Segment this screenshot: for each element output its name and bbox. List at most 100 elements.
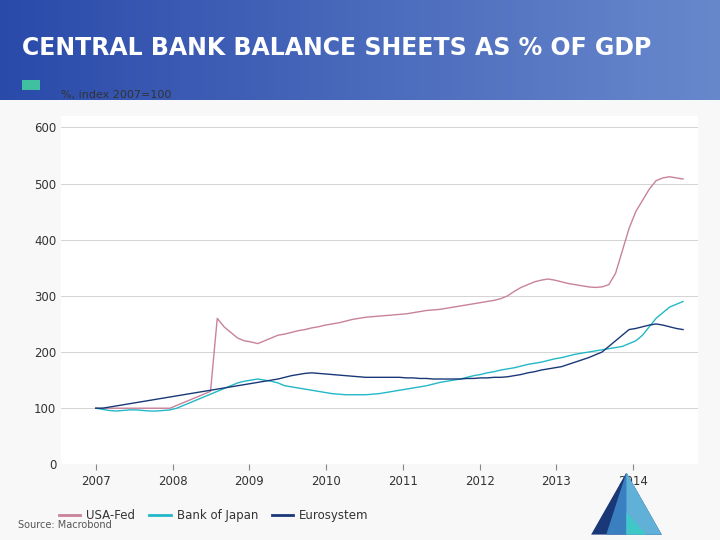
Bar [396, 0, 404, 100]
Bar [374, 0, 382, 100]
Bar [641, 0, 649, 100]
Bar [22, 80, 40, 90]
Bar [504, 0, 512, 100]
USA-Fed [382, 312, 390, 319]
Bar [266, 0, 274, 100]
Bar [108, 0, 116, 100]
Bar [79, 0, 87, 100]
Bar [382, 0, 390, 100]
Bar [562, 0, 570, 100]
Bank of Japan [105, 407, 114, 414]
Bar [281, 0, 289, 100]
USA-Fed [638, 197, 647, 204]
Bank of Japan [112, 408, 120, 414]
Bar [569, 0, 577, 100]
Bar [331, 0, 339, 100]
Bar [65, 0, 73, 100]
USA-Fed [679, 176, 688, 183]
USA-Fed [253, 340, 262, 347]
Bar [533, 0, 541, 100]
Bar [72, 0, 80, 100]
Bar [202, 0, 210, 100]
Bar [662, 0, 670, 100]
Bar [0, 0, 8, 100]
Bank of Japan [443, 378, 451, 384]
Bar [14, 0, 22, 100]
Bar [58, 0, 66, 100]
Eurosystem [91, 405, 100, 411]
Eurosystem [679, 326, 688, 333]
Bar [101, 0, 109, 100]
Bar [50, 0, 58, 100]
Bar [526, 0, 534, 100]
Polygon shape [626, 513, 647, 535]
Bar [166, 0, 174, 100]
Bar [684, 0, 692, 100]
Bar [598, 0, 606, 100]
Bar [194, 0, 202, 100]
Bar [490, 0, 498, 100]
Bar [403, 0, 411, 100]
Bank of Japan [645, 323, 654, 330]
Bar [259, 0, 267, 100]
Polygon shape [626, 472, 662, 535]
Bar [223, 0, 231, 100]
Eurosystem [652, 321, 660, 327]
Bar [288, 0, 296, 100]
Bar [94, 0, 102, 100]
Bar [302, 0, 310, 100]
Bar [209, 0, 217, 100]
Bar [583, 0, 591, 100]
USA-Fed [665, 173, 674, 180]
Bar [130, 0, 138, 100]
Bar [446, 0, 454, 100]
Line: USA-Fed: USA-Fed [96, 177, 683, 408]
Bar [605, 0, 613, 100]
Bar [468, 0, 476, 100]
Legend: USA-Fed, Bank of Japan, Eurosystem: USA-Fed, Bank of Japan, Eurosystem [54, 504, 374, 526]
Bar [511, 0, 519, 100]
Bar [547, 0, 555, 100]
Bar [122, 0, 130, 100]
Text: CENTRAL BANK BALANCE SHEETS AS % OF GDP: CENTRAL BANK BALANCE SHEETS AS % OF GDP [22, 36, 651, 60]
Bar [590, 0, 598, 100]
Bar [475, 0, 483, 100]
Bar [245, 0, 253, 100]
Bar [691, 0, 699, 100]
Bar [115, 0, 123, 100]
USA-Fed [91, 405, 100, 411]
Eurosystem [105, 404, 114, 410]
Bar [554, 0, 562, 100]
Bar [338, 0, 346, 100]
Bar [29, 0, 37, 100]
Eurosystem [436, 376, 444, 382]
Bar [540, 0, 548, 100]
Bar [230, 0, 238, 100]
Bar [216, 0, 224, 100]
Bar [144, 0, 152, 100]
Line: Eurosystem: Eurosystem [96, 324, 683, 408]
Bar [43, 0, 51, 100]
Bar [151, 0, 159, 100]
Bar [173, 0, 181, 100]
Bar [137, 0, 145, 100]
Bar [713, 0, 720, 100]
Bar [655, 0, 663, 100]
Bar [86, 0, 94, 100]
Bank of Japan [389, 388, 397, 395]
Bar [677, 0, 685, 100]
Bar [324, 0, 332, 100]
Polygon shape [591, 472, 662, 535]
USA-Fed [105, 405, 114, 411]
USA-Fed [260, 338, 269, 344]
Bar [648, 0, 656, 100]
Bank of Japan [260, 377, 269, 383]
Eurosystem [382, 374, 390, 381]
Bar [706, 0, 714, 100]
Bar [295, 0, 303, 100]
Bar [482, 0, 490, 100]
Bar [238, 0, 246, 100]
Bar [346, 0, 354, 100]
Text: Source: Macrobond: Source: Macrobond [18, 520, 112, 530]
Bar [670, 0, 678, 100]
